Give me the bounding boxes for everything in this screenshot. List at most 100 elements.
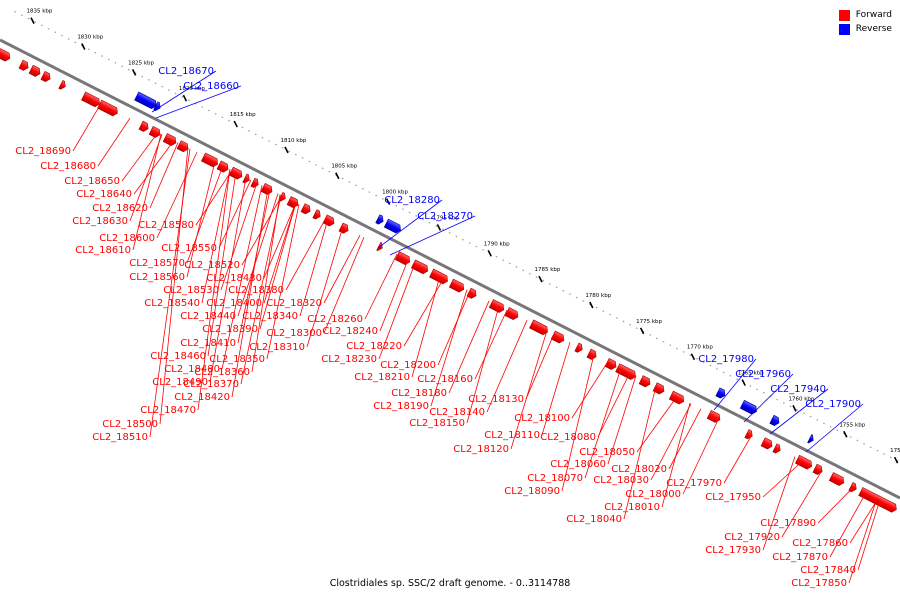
forward-gene-42 (760, 437, 773, 450)
forward-gene-11-shape (200, 152, 219, 168)
axis-tick-label: 1820 kbp (179, 86, 205, 92)
forward-label-2: CL2_18650 (64, 176, 120, 187)
forward-label-32: CL2_18360 (194, 367, 250, 378)
forward-label-35: CL2_18370 (183, 379, 239, 390)
reverse-gene-0-shape (134, 91, 157, 110)
forward-gene-28-shape (466, 287, 477, 299)
forward-leader-4 (149, 142, 179, 209)
forward-label-40: CL2_18130 (468, 394, 524, 405)
forward-gene-32 (550, 330, 565, 344)
forward-leader-59 (762, 460, 804, 498)
forward-gene-40-shape (706, 409, 721, 423)
forward-leader-53 (668, 408, 702, 470)
forward-gene-46-shape (828, 472, 845, 486)
forward-leader-20 (299, 218, 329, 317)
forward-swatch (838, 9, 850, 21)
forward-label-17: CL2_18400 (206, 298, 262, 309)
forward-leader-40 (525, 333, 555, 400)
forward-leader-27 (403, 277, 445, 347)
reverse-gene-4 (715, 387, 726, 399)
forward-gene-5-shape (81, 91, 100, 108)
axis-tick (639, 327, 645, 335)
reverse-leader-6 (769, 388, 829, 435)
forward-gene-25 (410, 259, 429, 275)
forward-leader-63 (781, 470, 823, 538)
forward-gene-48-shape (858, 487, 897, 513)
axis-tick-label: 1750 kbp (890, 448, 900, 454)
forward-leader-11 (241, 195, 283, 266)
forward-leader-50 (510, 330, 548, 450)
reverse-label-1: CL2_18660 (183, 81, 239, 92)
forward-gene-14 (242, 173, 250, 184)
forward-leader-42 (430, 289, 468, 407)
forward-gene-1-shape (18, 59, 29, 71)
axis-tick (538, 275, 543, 283)
forward-gene-43 (772, 443, 781, 454)
forward-leader-45 (466, 305, 500, 424)
reverse-leader-7 (805, 403, 864, 453)
forward-gene-2-shape (28, 64, 41, 77)
forward-label-61: CL2_18040 (566, 514, 622, 525)
forward-leader-16 (201, 168, 231, 304)
forward-leader-54 (584, 367, 622, 479)
axis-tick (284, 146, 289, 154)
forward-gene-20-shape (312, 209, 321, 220)
forward-label-62: CL2_17890 (760, 518, 816, 529)
genome-track-line (0, 38, 900, 500)
forward-label-31: CL2_18480 (164, 364, 220, 375)
forward-gene-33-shape (574, 342, 583, 353)
forward-gene-25-shape (410, 259, 429, 275)
legend-forward: Forward (838, 8, 892, 22)
forward-label-8: CL2_18610 (75, 245, 131, 256)
forward-gene-3 (40, 70, 51, 82)
forward-label-53: CL2_18020 (611, 464, 667, 475)
forward-leader-5 (129, 134, 163, 222)
forward-label-22: CL2_18390 (202, 324, 258, 335)
axis-tick-label: 1770 kbp (687, 345, 713, 351)
forward-leader-26 (306, 226, 344, 348)
axis-tick-label: 1780 kbp (585, 293, 611, 299)
forward-label-58: CL2_18000 (625, 489, 681, 500)
forward-gene-36 (615, 363, 636, 380)
forward-label-3: CL2_18640 (76, 189, 132, 200)
forward-label-39: CL2_18180 (391, 388, 447, 399)
reverse-gene-3-shape (383, 218, 401, 234)
forward-label-5: CL2_18630 (72, 216, 128, 227)
forward-label-13: CL2_18430 (206, 273, 262, 284)
forward-gene-44 (794, 454, 813, 470)
forward-label-12: CL2_18560 (129, 272, 185, 283)
forward-leader-23 (323, 237, 365, 334)
forward-gene-44-shape (794, 454, 813, 470)
forward-gene-31-shape (529, 319, 548, 336)
forward-label-23: CL2_18300 (266, 328, 322, 339)
forward-label-20: CL2_18340 (242, 311, 298, 322)
legend-reverse-label: Reverse (855, 24, 892, 34)
axis-tick-label: 1760 kbp (789, 396, 815, 402)
forward-gene-31 (529, 319, 548, 336)
forward-gene-30-shape (504, 307, 519, 321)
forward-leader-52 (607, 375, 637, 465)
forward-gene-7-shape (138, 120, 149, 132)
forward-label-56: CL2_17970 (666, 478, 722, 489)
forward-label-10: CL2_18570 (129, 258, 185, 269)
forward-leader-9 (218, 179, 252, 249)
forward-label-43: CL2_18140 (429, 407, 485, 418)
axis-tick (233, 120, 238, 128)
forward-label-44: CL2_18500 (102, 419, 158, 430)
forward-gene-8 (148, 125, 161, 138)
forward-leader-10 (186, 165, 224, 264)
forward-label-4: CL2_18620 (92, 203, 148, 214)
axis-tick (893, 456, 899, 464)
forward-leader-49 (597, 372, 631, 438)
forward-gene-22 (338, 222, 349, 234)
forward-label-48: CL2_18110 (484, 430, 540, 441)
forward-label-6: CL2_18580 (138, 220, 194, 231)
forward-leader-22 (259, 202, 297, 330)
forward-gene-11 (200, 152, 219, 168)
forward-label-54: CL2_18070 (527, 473, 583, 484)
forward-label-24: CL2_18240 (322, 326, 378, 337)
forward-label-52: CL2_18060 (550, 459, 606, 470)
forward-gene-21 (322, 214, 335, 227)
forward-label-11: CL2_18520 (184, 260, 240, 271)
forward-label-65: CL2_17930 (705, 545, 761, 556)
